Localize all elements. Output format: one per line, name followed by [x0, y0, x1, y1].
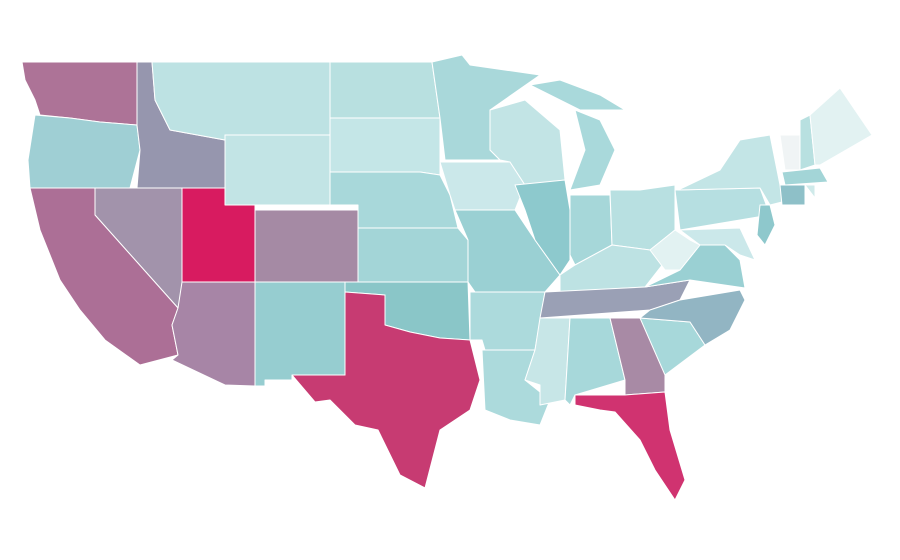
state-region	[29, 187, 179, 366]
state-region	[679, 227, 756, 261]
state-region	[809, 87, 873, 166]
state-region	[254, 281, 346, 387]
state-layer	[21, 54, 873, 501]
state-region	[756, 204, 776, 246]
state-region	[574, 391, 686, 501]
state-region	[569, 109, 616, 191]
state-region	[291, 291, 481, 489]
state-region	[254, 209, 359, 283]
state-region	[329, 117, 441, 176]
state-region	[781, 167, 829, 186]
state-region	[357, 227, 469, 283]
state-region	[804, 184, 816, 199]
state-region	[171, 281, 256, 387]
state-region	[151, 61, 331, 141]
state-region	[329, 61, 441, 119]
state-region	[639, 289, 746, 346]
state-region	[514, 179, 571, 276]
state-region	[224, 134, 331, 206]
state-region	[779, 184, 806, 206]
state-region	[27, 114, 141, 189]
state-region	[439, 161, 526, 211]
state-region	[529, 79, 626, 111]
